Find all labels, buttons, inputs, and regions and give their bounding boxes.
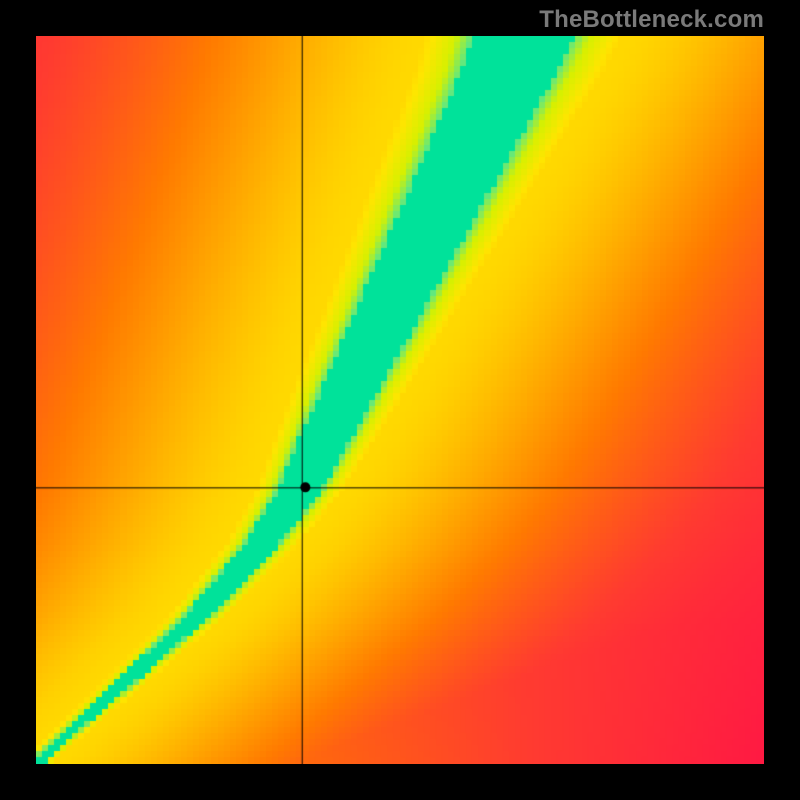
heatmap-plot: [36, 36, 764, 764]
outer-frame: TheBottleneck.com: [0, 0, 800, 800]
watermark-text: TheBottleneck.com: [539, 6, 764, 34]
heatmap-canvas: [36, 36, 764, 764]
